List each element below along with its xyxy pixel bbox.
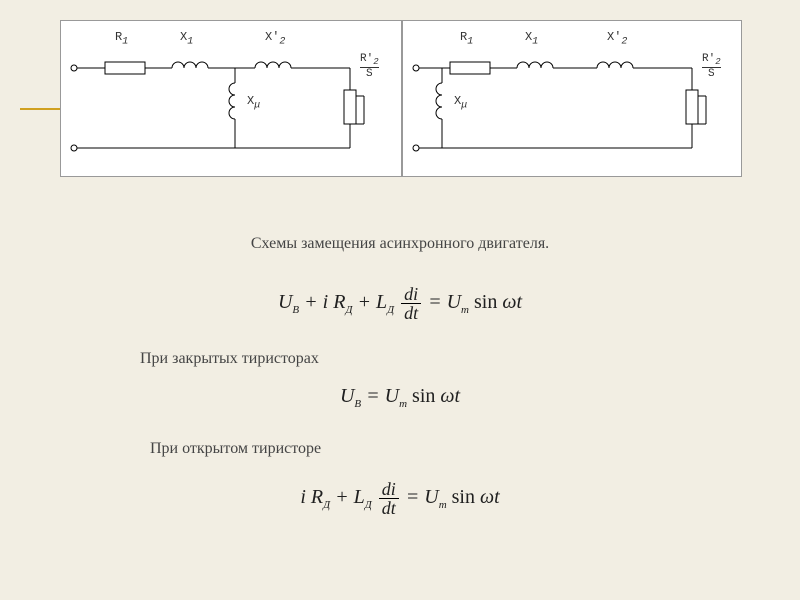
lbl-x2p: X'2 <box>265 30 285 47</box>
accent-line <box>20 108 60 110</box>
equation-1: UВ + i RД + LД didt = Um sin ωt <box>0 285 800 322</box>
circuit-right: R1 X1 X'2 R'2 S Xμ <box>402 28 742 168</box>
lbl-r1: R1 <box>115 30 128 47</box>
circuit-left: R1 X1 X'2 R'2 S Xμ <box>60 28 400 168</box>
lbl-xmu: Xμ <box>247 94 260 111</box>
text-closed-thyristors: При закрытых тиристорах <box>140 350 319 368</box>
lbl-r1-r: R1 <box>460 30 473 47</box>
text-open-thyristor: При открытом тиристоре <box>150 440 321 458</box>
lbl-xmu-r: Xμ <box>454 94 467 111</box>
figure-caption: Схемы замещения асинхронного двигателя. <box>0 235 800 253</box>
lbl-r2s: R'2 S <box>360 53 379 80</box>
equation-2: UВ = Um sin ωt <box>0 385 800 410</box>
lbl-x2p-r: X'2 <box>607 30 627 47</box>
lbl-x1-r: X1 <box>525 30 538 47</box>
lbl-r2s-r: R'2 S <box>702 53 721 80</box>
equation-3: i RД + LД didt = Um sin ωt <box>0 480 800 517</box>
lbl-x1: X1 <box>180 30 193 47</box>
